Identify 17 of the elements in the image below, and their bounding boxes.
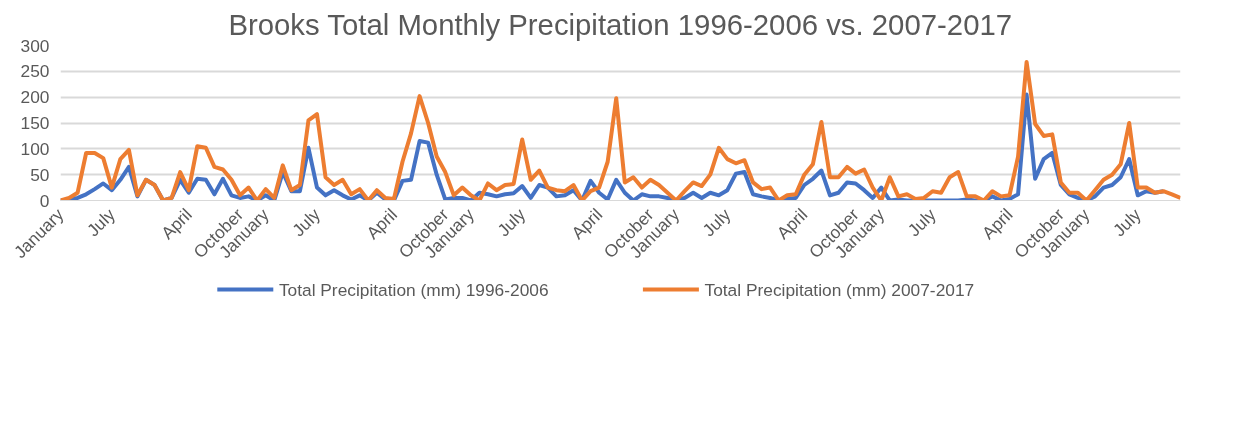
x-tick-label: July xyxy=(288,204,325,241)
x-tick-label: July xyxy=(698,204,735,241)
y-tick-label: 250 xyxy=(20,61,50,82)
x-tick-label: July xyxy=(493,204,530,241)
y-tick-label: 0 xyxy=(39,190,50,211)
y-tick-label: 50 xyxy=(30,164,50,185)
y-tick-label: 200 xyxy=(20,87,50,108)
x-tick-label: July xyxy=(1108,204,1146,241)
x-tick-label: July xyxy=(903,204,940,241)
y-tick-label: 300 xyxy=(20,35,50,56)
legend-label: Total Precipitation (mm) 2007-2017 xyxy=(704,279,975,300)
line-series xyxy=(60,60,1181,201)
legend-label: Total Precipitation (mm) 1996-2006 xyxy=(278,279,549,300)
chart-title: Brooks Total Monthly Precipitation 1996-2006 vs. 2007-2017 xyxy=(228,7,1013,41)
y-tick-label: 150 xyxy=(20,113,50,133)
x-tick-label: July xyxy=(82,204,120,241)
y-tick-label: 100 xyxy=(20,138,50,159)
